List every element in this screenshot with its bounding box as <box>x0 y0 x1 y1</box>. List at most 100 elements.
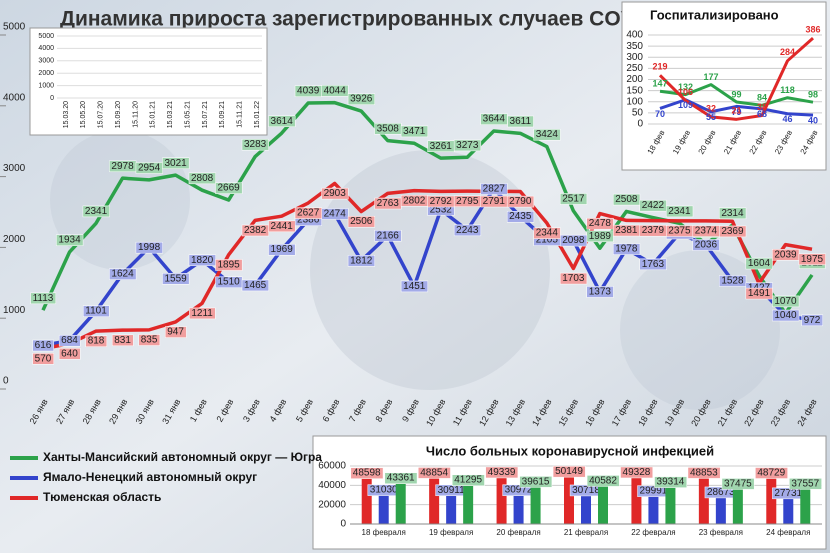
x-tick-label: 19 февраля <box>429 528 473 537</box>
hosp-title: Госпитализировано <box>650 7 779 22</box>
value-label: 118 <box>780 85 795 95</box>
bar <box>648 495 659 524</box>
value-label: 41295 <box>454 475 482 486</box>
value-label: 1373 <box>589 286 612 297</box>
value-label-bg <box>692 239 720 251</box>
x-tick-label: 24 февраля <box>766 528 810 537</box>
hosp-panel <box>621 1 827 171</box>
value-label-bg <box>321 85 349 97</box>
bar <box>581 494 591 524</box>
value-label-bg <box>533 128 561 141</box>
x-tick-label: 15.07.20 <box>98 101 105 128</box>
value-label: 1510 <box>217 277 240 288</box>
value-label: 684 <box>61 335 78 346</box>
value-label: 2386 <box>297 215 320 226</box>
x-tick-label: 21 февраля <box>564 528 608 537</box>
value-label: 2954 <box>138 162 161 173</box>
series-line <box>42 181 813 351</box>
y-tick-label: 5000 <box>3 22 26 33</box>
value-label: 147 <box>652 79 667 89</box>
value-label: 30718 <box>572 485 600 496</box>
value-label: 1895 <box>217 259 240 270</box>
value-label: 2506 <box>350 216 373 227</box>
value-label-bg <box>586 217 614 230</box>
value-label: 835 <box>141 335 158 346</box>
value-label: 2243 <box>456 225 479 236</box>
value-label: 84 <box>757 93 767 103</box>
y-tick-label: 1000 <box>3 305 26 316</box>
value-label-bg <box>507 115 534 128</box>
value-label-bg <box>164 326 187 338</box>
value-label: 2344 <box>536 228 559 239</box>
value-label: 2532 <box>430 204 453 215</box>
value-label-bg <box>719 207 747 220</box>
value-label-bg <box>453 224 482 237</box>
value-label-bg <box>294 207 322 219</box>
value-label-bg <box>506 210 535 223</box>
value-label-bg <box>453 139 482 152</box>
y-tick-label: 0 <box>50 95 54 102</box>
y-tick-label: 40000 <box>318 480 346 491</box>
bar <box>530 485 541 524</box>
value-label-bg <box>620 466 654 479</box>
y-tick-label: 0 <box>340 519 346 530</box>
value-label: 2790 <box>509 196 532 207</box>
y-tick-label: 20000 <box>318 499 346 510</box>
value-label-bg <box>32 353 55 365</box>
value-label: 40582 <box>589 475 617 486</box>
value-label-bg <box>58 334 81 347</box>
value-label: 2808 <box>191 173 214 184</box>
value-label: 284 <box>780 47 795 57</box>
value-label-bg <box>215 259 243 271</box>
value-label: 1465 <box>244 280 267 291</box>
value-label: 177 <box>703 72 718 82</box>
value-label: 3283 <box>244 139 267 150</box>
value-label: 2375 <box>668 225 691 236</box>
value-label: 79 <box>731 107 741 117</box>
value-label-bg <box>162 273 190 285</box>
bar <box>665 485 676 524</box>
value-label-bg <box>241 138 269 151</box>
value-label: 1528 <box>721 275 744 286</box>
value-label: 21 <box>731 106 741 116</box>
value-label: 39615 <box>522 476 550 487</box>
y-tick-label: 4000 <box>3 92 26 103</box>
value-label-bg <box>400 280 429 293</box>
value-label: 947 <box>167 327 184 338</box>
series-line <box>659 83 814 107</box>
value-label: 106 <box>678 87 693 97</box>
value-label-bg <box>666 205 694 218</box>
value-label: 1604 <box>748 258 771 269</box>
value-label-bg <box>719 275 747 287</box>
value-label: 386 <box>805 24 820 34</box>
value-label: 1101 <box>85 306 107 317</box>
y-tick-label: 60000 <box>318 461 346 472</box>
value-label: 2379 <box>642 225 665 236</box>
value-label: 1934 <box>58 235 81 246</box>
value-label-bg <box>384 472 418 484</box>
value-label-bg <box>533 227 561 239</box>
value-label: 616 <box>35 340 52 351</box>
value-label-bg <box>801 314 824 327</box>
x-tick-label: 15.01.22 <box>254 101 261 128</box>
value-label: 3471 <box>403 126 426 137</box>
value-label-bg <box>772 295 800 308</box>
value-label-bg <box>586 286 614 298</box>
value-label: 37557 <box>791 478 819 489</box>
value-label: 68 <box>757 109 767 119</box>
value-label: 43361 <box>387 473 415 484</box>
value-label-bg <box>188 172 216 185</box>
value-label-bg <box>268 115 296 128</box>
chart-title: Динамика прироста зарегистрированных слу… <box>60 8 686 31</box>
value-label: 99 <box>731 89 741 99</box>
y-tick-label: 150 <box>626 85 643 96</box>
x-tick-label: 15.09.20 <box>115 101 122 128</box>
value-label-bg <box>789 478 822 490</box>
value-label-bg <box>745 287 773 300</box>
value-label: 29991 <box>640 486 668 497</box>
y-tick-label: 50 <box>632 108 644 119</box>
value-label-bg <box>135 241 163 254</box>
x-tick-label: 15.01.21 <box>150 101 157 128</box>
value-label-bg <box>109 268 137 280</box>
value-label: 49328 <box>623 467 651 478</box>
